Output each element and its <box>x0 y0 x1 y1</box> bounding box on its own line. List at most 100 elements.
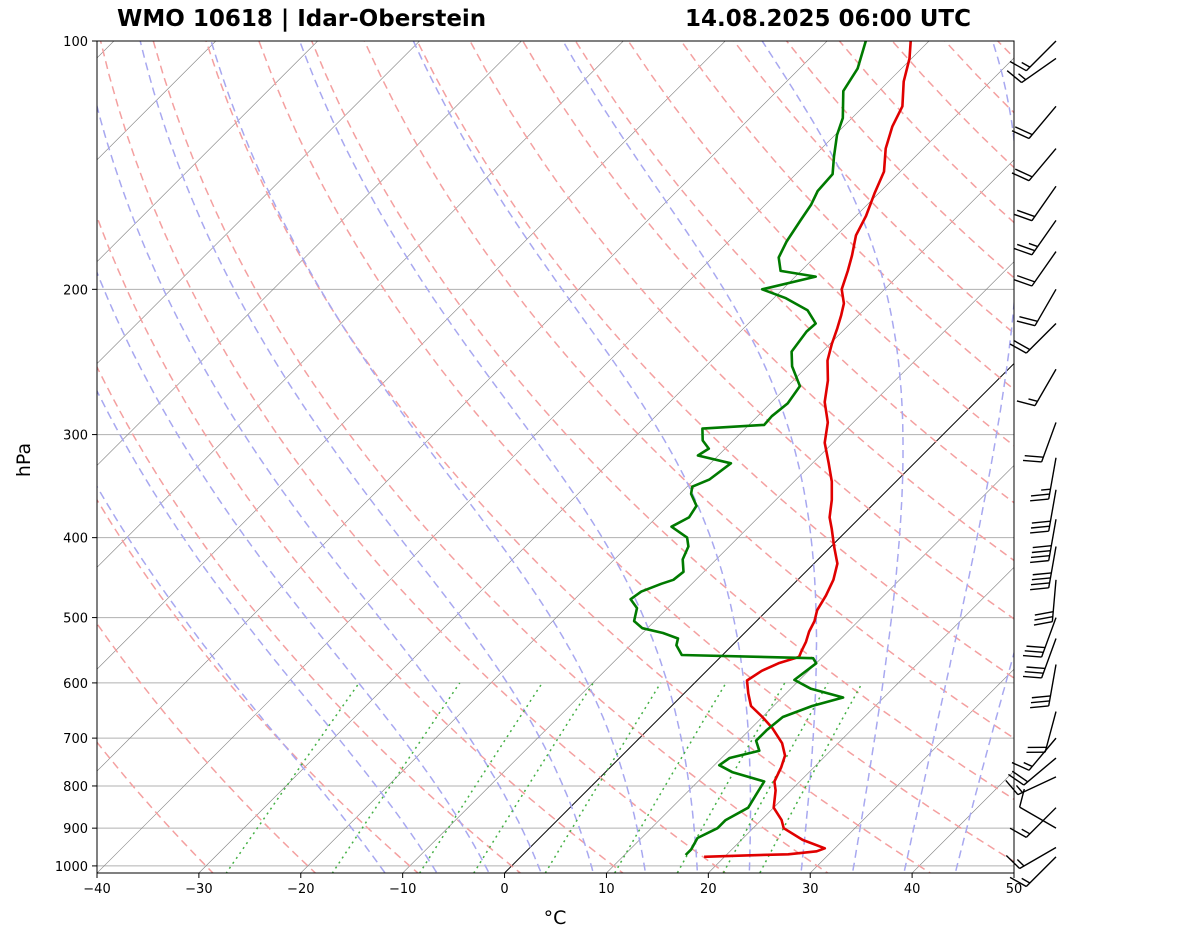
wind-barb-flag <box>1034 610 1054 616</box>
isotherm-line <box>97 41 522 466</box>
dry-adiabat-line <box>522 41 1014 562</box>
wind-barb <box>1009 40 1057 72</box>
dry-adiabat-line <box>311 41 1014 801</box>
isotherm-line <box>402 261 1014 873</box>
moist-adiabat-line <box>903 41 1014 873</box>
y-tick-label: 700 <box>63 732 88 747</box>
wind-barb-flag <box>1030 705 1049 709</box>
wind-barb <box>1005 776 1057 796</box>
x-tick-label: −40 <box>83 882 110 897</box>
x-tick-label: 40 <box>904 882 921 897</box>
moist-adiabat-line <box>562 41 818 873</box>
moist-adiabat-line <box>954 650 1014 873</box>
wind-barb <box>1016 288 1057 327</box>
wind-barb <box>1009 322 1057 354</box>
y-tick-label: 200 <box>63 283 88 298</box>
wind-barb <box>1030 546 1057 591</box>
isotherm-line <box>198 57 1014 873</box>
wind-barb-flag <box>1016 274 1036 283</box>
wind-barb-flag <box>1031 520 1051 524</box>
wind-barb-shaft <box>1044 711 1057 753</box>
wind-barb-shaft <box>1021 57 1057 84</box>
dry-adiabat-line <box>469 41 1014 620</box>
wind-barb-shaft <box>1031 251 1057 287</box>
wind-barb-flag <box>1013 339 1031 351</box>
wind-barb <box>1030 664 1057 709</box>
wind-barb-half-flag <box>1041 488 1051 491</box>
background-reference-lines <box>97 41 1181 883</box>
moist-adiabat-line <box>412 41 752 873</box>
dry-adiabat-line <box>627 41 1014 447</box>
wind-barb <box>1011 105 1057 140</box>
plot-frame <box>96 40 1015 874</box>
dry-adiabat-line <box>152 41 830 873</box>
x-tick-label: 10 <box>598 882 615 897</box>
moist-adiabat-line <box>97 270 490 873</box>
moist-adiabat-line <box>97 389 438 873</box>
sounding-profiles <box>629 41 912 859</box>
wind-barb-shaft <box>1017 776 1057 796</box>
mixing-ratio-line <box>544 682 662 873</box>
dry-adiabat-line <box>680 41 1014 391</box>
isotherm-line <box>1116 41 1181 873</box>
wind-barb <box>1009 856 1057 888</box>
dewpoint-profile-line <box>629 41 868 856</box>
wind-barb-flag <box>1024 455 1044 458</box>
wind-barb-shaft <box>1040 638 1057 679</box>
wind-barb <box>1014 251 1057 287</box>
wind-barb-flag <box>1016 320 1036 327</box>
wind-barb-shaft <box>1019 846 1057 870</box>
x-tick-label: −30 <box>185 882 212 897</box>
y-tick-label: 900 <box>63 822 88 837</box>
wind-barb-flag <box>1009 876 1027 888</box>
zero-isotherm-line <box>504 362 1014 873</box>
moist-adiabat-line <box>210 41 647 873</box>
dry-adiabat-line <box>416 41 1014 679</box>
wind-barb-flag <box>1019 315 1038 323</box>
wind-barb-flag <box>1030 530 1049 534</box>
x-tick-label: 50 <box>1006 882 1023 897</box>
dry-adiabat-line <box>99 41 727 873</box>
wind-barb-flag <box>1031 550 1051 554</box>
wind-barb-shaft <box>1031 185 1057 222</box>
dry-adiabat-line <box>1051 41 1181 883</box>
wind-barb-shaft <box>1048 519 1057 561</box>
y-tick-label: 800 <box>63 780 88 795</box>
x-tick-label: 30 <box>802 882 819 897</box>
wind-barb-shaft <box>1019 806 1057 829</box>
wind-barb <box>1022 638 1057 679</box>
dry-adiabat-line <box>205 41 932 873</box>
wind-barb <box>1011 148 1057 182</box>
wind-barb-shaft <box>1031 220 1057 256</box>
wind-barb-flag <box>1030 498 1049 502</box>
wind-barb-half-flag <box>1018 73 1027 81</box>
wind-barb-flag <box>1014 126 1033 136</box>
wind-barb-flag <box>1022 675 1042 679</box>
wind-barb <box>1006 57 1057 84</box>
moist-adiabat-line <box>97 103 542 873</box>
dry-adiabat-line <box>733 41 1014 335</box>
wind-barb-flag <box>1016 400 1036 407</box>
wind-barb-shaft <box>1048 489 1057 532</box>
x-tick-label: 20 <box>700 882 717 897</box>
wind-barb <box>1014 220 1057 256</box>
wind-barb-half-flag <box>1023 761 1033 768</box>
wind-barb <box>1026 711 1057 754</box>
mixing-ratio-line <box>225 682 360 873</box>
isotherm-line <box>97 41 624 568</box>
wind-barb-flag <box>1005 779 1019 796</box>
moist-adiabat-line <box>139 41 595 873</box>
wind-barb-half-flag <box>1021 61 1031 68</box>
wind-barb-half-flag <box>1028 398 1038 402</box>
wind-barb-shaft <box>1025 40 1057 72</box>
wind-barb-shaft <box>1051 579 1057 622</box>
temperature-profile-line <box>704 41 912 859</box>
wind-barb-flag <box>1030 587 1049 591</box>
wind-barb <box>1011 737 1057 771</box>
isotherm-line <box>97 41 930 873</box>
moist-adiabat-line <box>298 41 699 873</box>
wind-barb-half-flag <box>1021 828 1031 835</box>
wind-barb-flag <box>1030 525 1050 529</box>
wind-barb-shaft <box>1034 368 1057 406</box>
